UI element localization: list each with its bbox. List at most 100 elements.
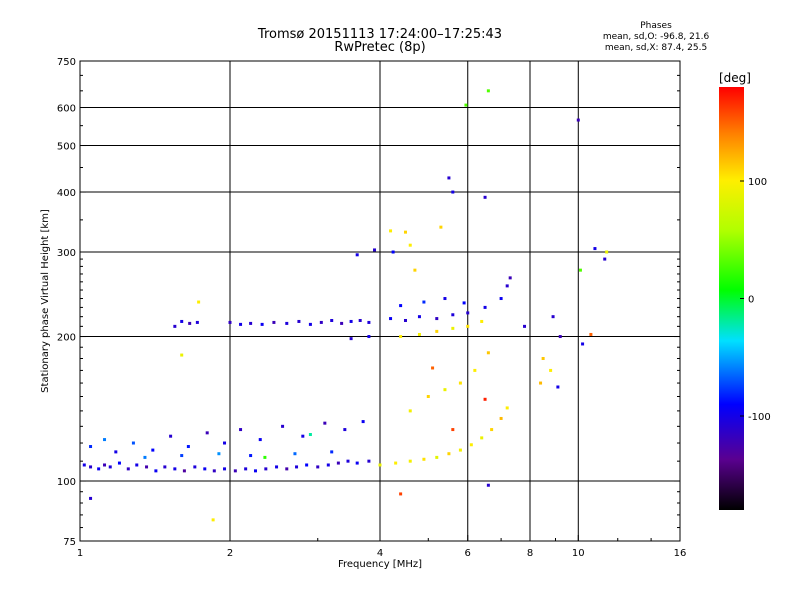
point-s0-0: [82, 463, 86, 467]
point-s3-29: [539, 381, 543, 385]
point-s0-41: [258, 438, 262, 442]
point-s0-33: [114, 450, 118, 454]
point-s0-43: [301, 434, 305, 438]
point-s0-52: [330, 450, 334, 454]
point-s0-6: [126, 467, 130, 471]
point-s0-29: [355, 461, 359, 465]
point-s0-35: [151, 448, 155, 452]
point-s0-42: [281, 424, 285, 428]
point-s0-14: [203, 467, 207, 471]
point-s0-49: [217, 452, 221, 456]
point-s2-13: [426, 395, 430, 399]
point-s1-3: [195, 320, 199, 324]
point-s0-30: [367, 459, 371, 463]
data-points: [82, 89, 609, 522]
point-s3-12: [483, 195, 487, 199]
point-s2-24: [403, 230, 407, 234]
point-s3-2: [180, 353, 184, 357]
chart-title-line-1: Tromsø 20151113 17:24:00–17:25:43: [257, 27, 503, 42]
point-s0-48: [180, 454, 184, 458]
point-s1-21: [435, 317, 439, 321]
x-tick-label: 2: [227, 548, 233, 559]
point-s1-27: [508, 276, 512, 280]
point-s0-47: [143, 455, 147, 459]
x-tick-label: 16: [674, 548, 687, 559]
point-s0-31: [89, 445, 93, 449]
point-s2-22: [466, 324, 470, 328]
point-s3-20: [551, 315, 555, 319]
point-s2-16: [473, 368, 477, 372]
y-tick-label: 100: [57, 477, 76, 488]
point-s2-5: [447, 452, 451, 456]
point-s0-34: [131, 441, 135, 445]
x-tick-label: 8: [527, 548, 533, 559]
point-s2-21: [451, 326, 455, 330]
x-tick-label: 1: [77, 548, 83, 559]
point-s2-3: [422, 457, 426, 461]
point-s0-40: [239, 428, 243, 432]
point-s1-1: [180, 319, 184, 323]
point-s3-24: [589, 332, 593, 336]
point-s0-4: [108, 465, 112, 469]
point-s0-13: [193, 465, 197, 469]
point-s1-9: [285, 321, 289, 325]
point-s1-11: [308, 322, 312, 326]
point-s1-17: [367, 320, 371, 324]
point-s0-39: [223, 441, 227, 445]
point-s1-33: [367, 335, 371, 339]
point-s0-27: [336, 461, 340, 465]
y-tick-label: 600: [57, 104, 76, 115]
point-s1-13: [330, 318, 334, 322]
x-tick-label: 6: [465, 548, 471, 559]
point-s3-10: [451, 190, 455, 194]
point-s1-29: [422, 300, 426, 304]
point-s0-50: [249, 454, 253, 458]
point-s0-11: [173, 467, 177, 471]
point-s0-32: [103, 438, 107, 442]
chart-title-line-2: RwPretec (8p): [334, 40, 426, 55]
point-s2-7: [469, 443, 473, 447]
point-s1-14: [340, 321, 344, 325]
point-s0-51: [293, 452, 297, 456]
y-tick-label: 75: [63, 537, 76, 548]
point-s3-25: [413, 268, 417, 272]
point-s1-0: [173, 324, 177, 328]
point-s2-2: [408, 459, 412, 463]
point-s2-31: [483, 397, 487, 401]
point-s0-5: [117, 461, 121, 465]
colorbar-gradient: [719, 87, 744, 510]
point-s0-44: [323, 421, 327, 425]
point-s1-5: [239, 322, 243, 326]
point-s2-20: [435, 329, 439, 333]
point-s3-0: [89, 496, 93, 500]
y-tick-label: 750: [57, 57, 76, 68]
point-s0-28: [346, 459, 350, 463]
point-s3-4: [263, 455, 267, 459]
point-s2-30: [451, 428, 455, 432]
point-s2-23: [480, 319, 484, 323]
point-s0-9: [154, 469, 158, 473]
point-s1-23: [466, 311, 470, 315]
point-s3-17: [603, 257, 607, 261]
x-axis-ticks: 1 2 4 6 8 10 16: [77, 535, 687, 559]
colorbar-tick-label: 0: [748, 295, 754, 306]
colorbar-tick-label: 100: [748, 177, 767, 188]
y-tick-label: 200: [57, 333, 76, 344]
point-s0-24: [305, 463, 309, 467]
point-s1-25: [499, 297, 503, 301]
y-axis-label: Stationary phase Virtual Height [km]: [40, 209, 51, 393]
point-s3-5: [308, 433, 312, 437]
point-s0-12: [182, 469, 186, 473]
point-s0-18: [244, 467, 248, 471]
colorbar: [deg] 100 0 -100: [719, 71, 771, 510]
point-s2-18: [399, 335, 403, 339]
x-tick-label: 10: [572, 548, 585, 559]
point-s3-26: [389, 229, 393, 233]
point-s1-18: [389, 317, 393, 321]
point-s0-23: [295, 465, 299, 469]
point-s3-9: [447, 176, 451, 180]
point-s0-1: [89, 465, 93, 469]
point-s3-21: [581, 342, 585, 346]
point-s1-6: [249, 321, 253, 325]
